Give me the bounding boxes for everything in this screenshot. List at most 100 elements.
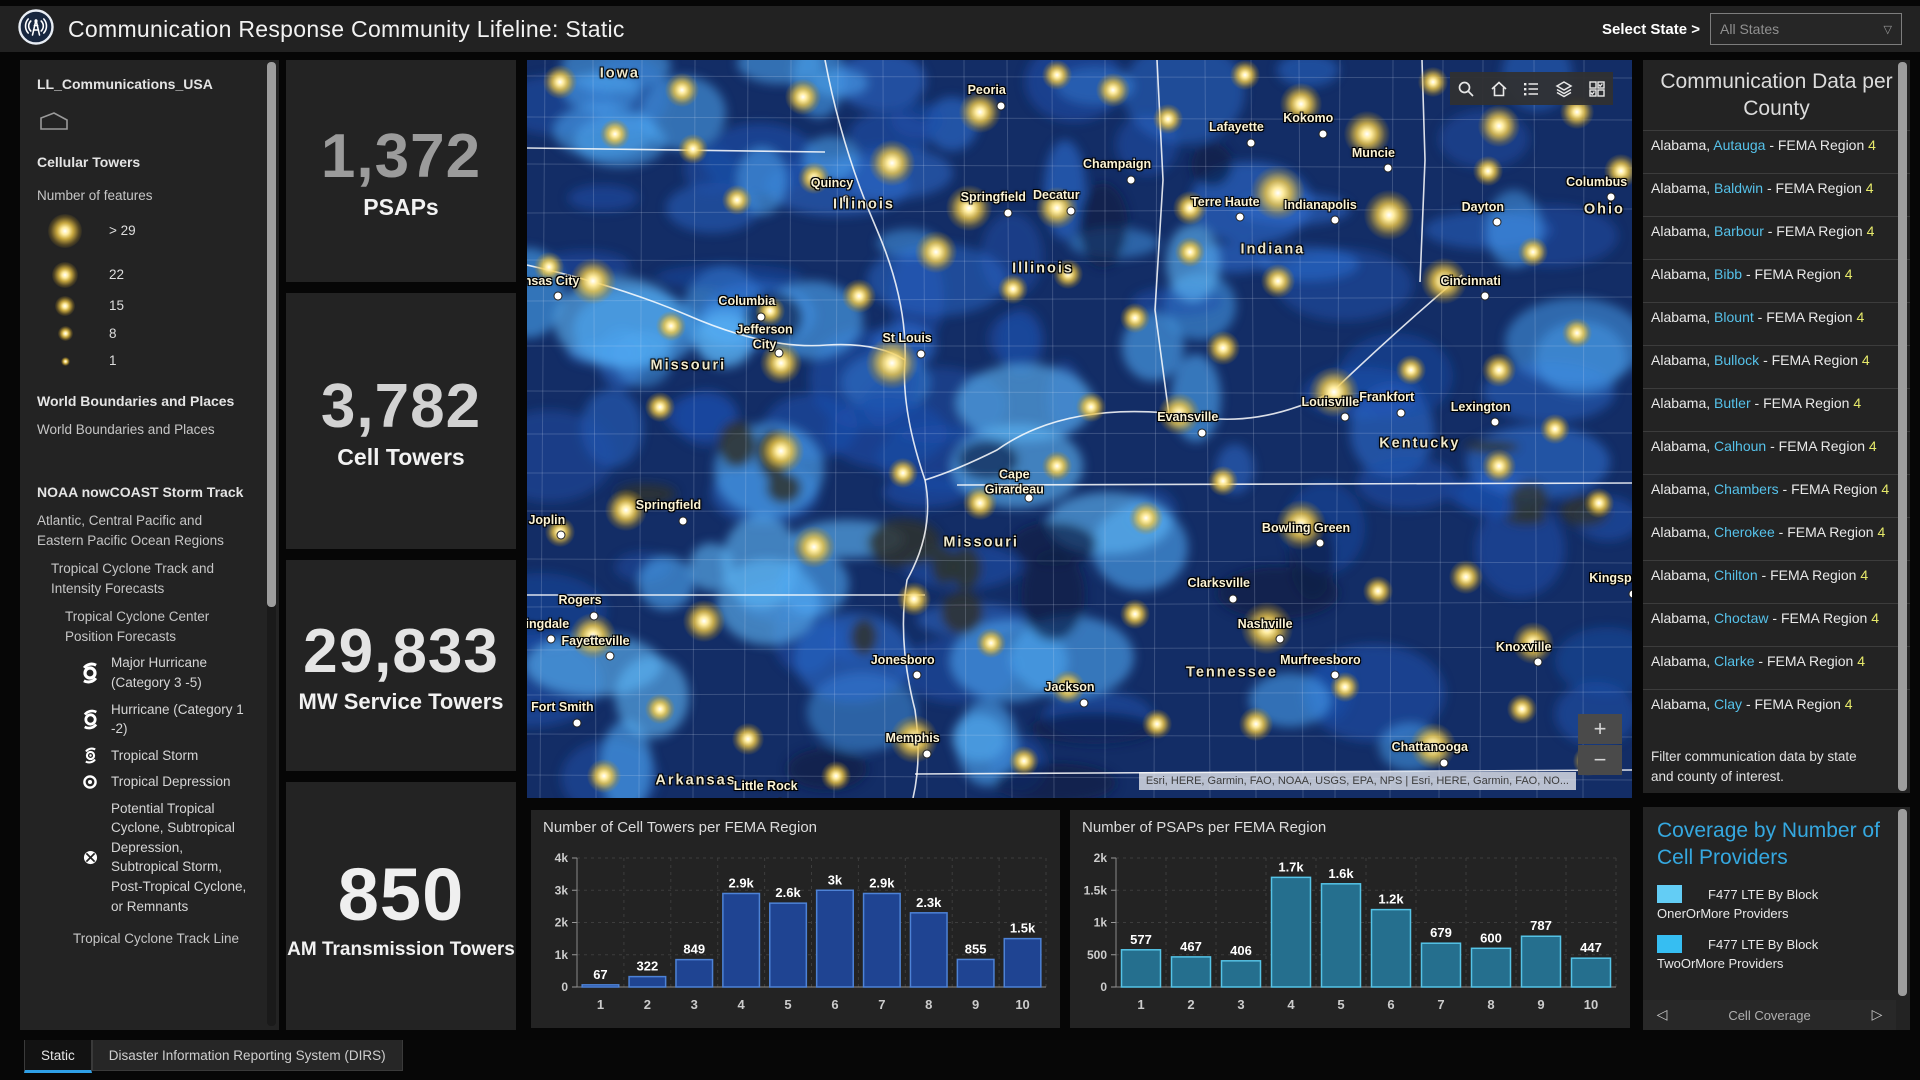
providers-legend: F477 LTE By Block OnerOrMore Providers F4… — [1643, 874, 1910, 974]
svg-text:467: 467 — [1180, 939, 1202, 954]
county-row[interactable]: Alabama, Autauga - FEMA Region 4 — [1643, 129, 1910, 173]
layers-icon[interactable] — [1555, 80, 1573, 98]
county-row[interactable]: Alabama, Calhoun - FEMA Region 4 — [1643, 430, 1910, 474]
feature-size-label: 1 — [109, 353, 117, 369]
feature-size-label: > 29 — [109, 222, 136, 238]
cell-tower-glow-icon — [52, 261, 78, 288]
feature-size-label: 8 — [109, 325, 117, 341]
svg-text:6: 6 — [831, 997, 838, 1012]
svg-text:5: 5 — [1337, 997, 1344, 1012]
world-boundaries-title: World Boundaries and Places — [37, 392, 235, 409]
svg-text:2.6k: 2.6k — [775, 885, 801, 900]
feature-size-row: 1 — [37, 351, 249, 371]
county-row[interactable]: Alabama, Chambers - FEMA Region 4 — [1643, 473, 1910, 517]
map-attribution: Esri, HERE, Garmin, FAO, NOAA, USGS, EPA… — [1138, 772, 1576, 790]
provider-legend-item: F477 LTE By Block TwoOrMore Providers — [1643, 924, 1910, 974]
zoom-in-button[interactable]: + — [1578, 714, 1622, 744]
county-row[interactable]: Alabama, Clay - FEMA Region 4 — [1643, 688, 1910, 732]
cell-towers-chart-panel: Number of Cell Towers per FEMA Region 0 1… — [531, 810, 1060, 1028]
svg-text:3: 3 — [691, 997, 698, 1012]
psaps-chart-panel: Number of PSAPs per FEMA Region 0 500 1k 1.… — [1070, 810, 1630, 1028]
svg-text:7: 7 — [878, 997, 885, 1012]
basemap-icon[interactable] — [1588, 80, 1606, 98]
svg-text:3k: 3k — [555, 883, 569, 897]
stat-am-transmission-towers: 850 AM Transmission Towers — [286, 782, 516, 1030]
polygon-symbol-icon — [39, 110, 249, 138]
svg-text:1.7k: 1.7k — [1278, 859, 1304, 874]
search-icon[interactable] — [1457, 80, 1475, 98]
tab-static[interactable]: Static — [24, 1040, 92, 1073]
cell-towers-bar-chart[interactable]: 0 1k 2k 3k 4k 67 1 322 2 849 3 2.9k 4 2.6k 5 3k 6 2.9k 7 2.… — [531, 836, 1060, 1021]
svg-text:4k: 4k — [555, 851, 569, 865]
svg-text:10: 10 — [1015, 997, 1029, 1012]
county-row[interactable]: Alabama, Choctaw - FEMA Region 4 — [1643, 602, 1910, 646]
home-icon[interactable] — [1490, 80, 1508, 98]
county-row[interactable]: Alabama, Barbour - FEMA Region 4 — [1643, 215, 1910, 259]
noaa-storm-track-title: NOAA nowCOAST Storm Track — [37, 483, 244, 500]
county-row[interactable]: Alabama, Blount - FEMA Region 4 — [1643, 301, 1910, 345]
carousel-prev-icon[interactable]: ◁ — [1656, 1007, 1668, 1023]
legend-item-tropical-depression: Tropical Depression — [77, 772, 249, 792]
stat-psaps: 1,372 PSAPs — [286, 60, 516, 282]
psaps-chart-title: Number of PSAPs per FEMA Region — [1082, 819, 1327, 836]
legend-item-major-hurricane: Major Hurricane (Category 3 -5) — [77, 653, 249, 692]
cell-tower-glow-icon — [60, 356, 70, 366]
fema-region-number: 4 — [1868, 437, 1877, 454]
legend-icon[interactable] — [1522, 80, 1540, 98]
stat-cell-towers: 3,782 Cell Towers — [286, 293, 516, 549]
legend-scrollbar-thumb[interactable] — [267, 62, 276, 607]
state-dropdown[interactable]: All States ▽ — [1710, 13, 1902, 45]
county-row[interactable]: Alabama, Butler - FEMA Region 4 — [1643, 387, 1910, 431]
select-state-label: Select State > — [1602, 20, 1700, 38]
svg-text:7: 7 — [1437, 997, 1444, 1012]
svg-text:1.5k: 1.5k — [1084, 883, 1108, 897]
providers-scrollbar[interactable] — [1898, 809, 1907, 996]
tab-dirs[interactable]: Disaster Information Reporting System (D… — [91, 1040, 403, 1071]
svg-text:10: 10 — [1584, 997, 1598, 1012]
potential-cyclone-icon — [77, 850, 103, 865]
map-basemap — [527, 60, 1632, 798]
stat-am-value: 850 — [337, 852, 465, 936]
svg-text:8: 8 — [925, 997, 932, 1012]
county-row[interactable]: Alabama, Clarke - FEMA Region 4 — [1643, 645, 1910, 689]
feature-size-label: 22 — [109, 266, 125, 282]
svg-text:1: 1 — [597, 997, 604, 1012]
header: Communication Response Community Lifelin… — [0, 6, 1920, 52]
county-row[interactable]: Alabama, Bibb - FEMA Region 4 — [1643, 258, 1910, 302]
stat-cell-towers-value: 3,782 — [320, 372, 482, 441]
county-row[interactable]: Alabama, Bullock - FEMA Region 4 — [1643, 344, 1910, 388]
legend-panel: LL_Communications_USA Cellular Towers Nu… — [20, 60, 279, 1030]
fema-region-number: 4 — [1860, 566, 1869, 583]
feature-size-legend: > 29 22 15 8 1 — [37, 213, 249, 371]
svg-text:1k: 1k — [555, 948, 569, 962]
coverage-swatch-icon — [1657, 884, 1682, 903]
cell-tower-glow-icon — [48, 213, 82, 248]
track-line-label: Tropical Cyclone Track Line — [73, 931, 240, 947]
svg-text:2k: 2k — [1094, 851, 1108, 865]
fema-region-number: 4 — [1877, 523, 1886, 540]
legend-group-title: LL_Communications_USA — [37, 76, 213, 92]
county-name: Butler — [1714, 394, 1751, 411]
noaa-regions-label: Atlantic, Central Pacific and Eastern Pa… — [37, 513, 224, 548]
svg-text:3k: 3k — [828, 872, 843, 887]
county-name: Clay — [1714, 695, 1743, 712]
county-name: Clarke — [1714, 652, 1755, 669]
svg-text:2: 2 — [1187, 997, 1194, 1012]
county-row[interactable]: Alabama, Cherokee - FEMA Region 4 — [1643, 516, 1910, 560]
svg-text:8: 8 — [1487, 997, 1494, 1012]
carousel-next-icon[interactable]: ▷ — [1871, 1007, 1883, 1023]
county-list-scrollbar[interactable] — [1898, 62, 1907, 791]
cell-tower-glow-icon — [55, 295, 75, 316]
fema-region-number: 4 — [1871, 609, 1880, 626]
coverage-map[interactable]: Iowa Peoria Quincy Illinois Springfield Decat… — [527, 60, 1632, 798]
zoom-out-button[interactable]: − — [1578, 745, 1622, 775]
county-row[interactable]: Alabama, Baldwin - FEMA Region 4 — [1643, 172, 1910, 216]
county-name: Choctaw — [1714, 609, 1769, 626]
fema-region-number: 4 — [1861, 351, 1870, 368]
county-data-panel: Communication Data per County Alabama, A… — [1643, 60, 1910, 793]
psaps-bar-chart[interactable]: 0 500 1k 1.5k 2k 577 1 467 2 406 3 1.7k 4 1.6k 5 1.2k 6 6… — [1070, 836, 1630, 1021]
providers-panel-title: Coverage by Number of Cell Providers — [1657, 819, 1880, 870]
svg-text:1k: 1k — [1094, 916, 1108, 930]
county-row[interactable]: Alabama, Chilton - FEMA Region 4 — [1643, 559, 1910, 603]
